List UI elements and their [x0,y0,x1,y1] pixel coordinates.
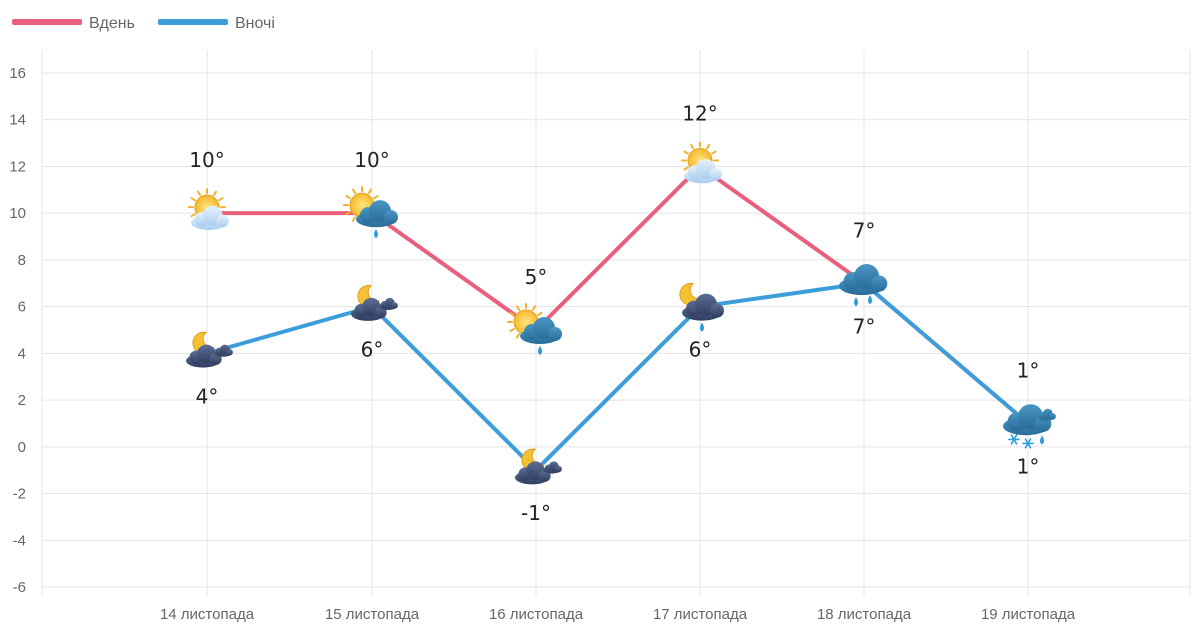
data-label-day: 10° [189,148,224,172]
data-label-night: 1° [1017,454,1040,478]
data-label-day: 10° [354,148,389,172]
data-label-night: -1° [521,501,551,525]
data-label-day: 5° [525,265,548,289]
x-tick-label: 15 листопада [325,606,420,623]
legend-label-day: Вдень [89,15,135,32]
x-axis: 14 листопада 15 листопада 16 листопада 17 л… [160,606,1076,623]
rain-cloud-icon [839,264,888,307]
y-tick-label: 8 [18,252,26,269]
sun-cloud-icon [188,188,229,230]
moon-cloud-icon [515,448,562,485]
series-lines [205,164,1030,473]
x-tick-label: 19 листопада [981,606,1076,623]
x-tick-label: 14 листопада [160,606,255,623]
moon-cloud-icon [351,284,398,321]
y-tick-label: -6 [13,579,26,596]
data-label-night: 6° [361,338,384,362]
legend: Вдень Вночі [12,15,275,32]
data-label-night: 4° [196,384,219,408]
legend-item-night[interactable]: Вночі [158,15,275,32]
legend-item-day[interactable]: Вдень [12,15,135,32]
y-tick-label: 6 [18,299,26,316]
sun-cloud-rain-icon [507,303,562,355]
y-tick-label: 14 [9,112,26,129]
data-labels: 10° 10° 5° 12° 7° 1° 4° 6° -1° 6° 7° 1° [189,101,1039,525]
snow-rain-cloud-icon [1003,404,1056,449]
moon-cloud-rain-icon [679,282,724,332]
y-tick-label: 10 [9,205,26,222]
y-tick-label: -4 [13,532,26,549]
data-label-day: 12° [682,101,717,125]
x-tick-label: 17 листопада [653,606,748,623]
y-tick-label: 2 [18,392,26,409]
series-line-day [205,164,1030,426]
data-label-day: 1° [1017,358,1040,382]
moon-cloud-icon [186,331,233,368]
y-tick-label: 0 [18,439,26,456]
series-line-night [205,281,1030,473]
data-label-night: 6° [689,338,712,362]
weather-icons [186,141,1056,485]
grid [41,50,1191,597]
x-tick-label: 16 листопада [489,606,584,623]
legend-label-night: Вночі [235,15,275,32]
y-tick-label: 4 [18,345,26,362]
y-tick-label: -2 [13,486,26,503]
x-tick-label: 18 листопада [817,606,912,623]
y-tick-label: 16 [9,65,26,82]
data-label-night: 7° [853,314,876,338]
sun-cloud-rain-icon [343,186,398,239]
y-axis: 16 14 12 10 8 6 4 2 0 -2 -4 -6 [9,65,26,596]
sun-cloud-icon [681,141,722,184]
legend-swatch-day [12,19,82,25]
legend-swatch-night [158,19,228,25]
data-label-day: 7° [853,218,876,242]
y-tick-label: 12 [9,158,26,175]
